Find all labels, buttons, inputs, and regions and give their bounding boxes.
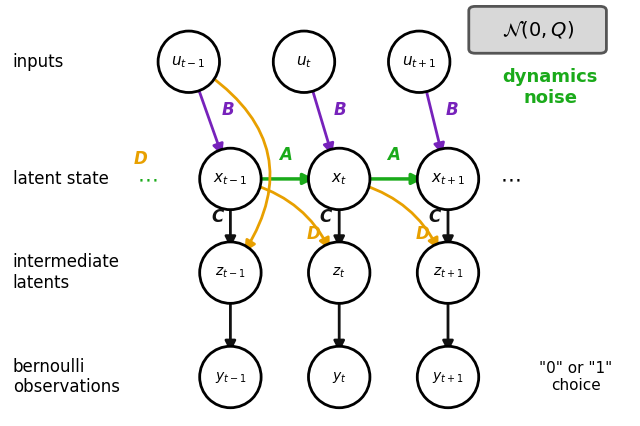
Ellipse shape	[200, 148, 261, 210]
Ellipse shape	[308, 346, 370, 408]
Text: $z_t$: $z_t$	[332, 265, 346, 280]
Text: $z_{t-1}$: $z_{t-1}$	[215, 265, 246, 280]
Text: dynamics
noise: dynamics noise	[502, 68, 598, 107]
FancyArrowPatch shape	[444, 204, 452, 245]
FancyArrowPatch shape	[335, 204, 344, 245]
Text: latent state: latent state	[13, 170, 109, 188]
FancyArrowPatch shape	[335, 298, 344, 349]
Text: $u_t$: $u_t$	[296, 54, 312, 69]
Ellipse shape	[417, 242, 479, 303]
Text: bernoulli
observations: bernoulli observations	[13, 357, 120, 397]
Ellipse shape	[417, 148, 479, 210]
Text: $x_{t-1}$: $x_{t-1}$	[213, 171, 248, 187]
FancyArrowPatch shape	[444, 298, 452, 349]
Text: $\boldsymbol{C}$: $\boldsymbol{C}$	[319, 208, 333, 226]
Text: $\mathcal{N}(0,Q)$: $\mathcal{N}(0,Q)$	[502, 19, 573, 40]
Text: $\boldsymbol{B}$: $\boldsymbol{B}$	[333, 101, 346, 119]
FancyArrowPatch shape	[255, 175, 310, 183]
FancyArrowPatch shape	[311, 86, 333, 152]
Text: $z_{t+1}$: $z_{t+1}$	[433, 265, 463, 280]
Ellipse shape	[200, 242, 261, 303]
Text: $\boldsymbol{C}$: $\boldsymbol{C}$	[428, 208, 442, 226]
Text: $y_t$: $y_t$	[332, 369, 346, 385]
Ellipse shape	[417, 346, 479, 408]
FancyArrowPatch shape	[255, 185, 328, 247]
Text: inputs: inputs	[13, 53, 64, 71]
Text: $\boldsymbol{D}$: $\boldsymbol{D}$	[306, 225, 321, 243]
FancyArrowPatch shape	[425, 86, 444, 152]
FancyBboxPatch shape	[468, 6, 607, 53]
Ellipse shape	[158, 31, 220, 92]
Text: $\cdots$: $\cdots$	[137, 169, 157, 189]
Text: $\boldsymbol{D}$: $\boldsymbol{D}$	[133, 150, 148, 168]
FancyArrowPatch shape	[364, 175, 419, 183]
FancyArrowPatch shape	[226, 298, 235, 349]
Text: $\boldsymbol{B}$: $\boldsymbol{B}$	[221, 101, 234, 119]
Text: $\boldsymbol{A}$: $\boldsymbol{A}$	[387, 147, 401, 164]
Text: $x_{t+1}$: $x_{t+1}$	[431, 171, 465, 187]
Text: $\boldsymbol{A}$: $\boldsymbol{A}$	[278, 147, 292, 164]
Text: $u_{t-1}$: $u_{t-1}$	[172, 54, 206, 69]
Text: $\cdots$: $\cdots$	[500, 169, 520, 189]
Text: $\boldsymbol{C}$: $\boldsymbol{C}$	[211, 208, 225, 226]
Text: intermediate
latents: intermediate latents	[13, 253, 120, 292]
Ellipse shape	[200, 346, 261, 408]
Ellipse shape	[388, 31, 450, 92]
Text: $y_{t+1}$: $y_{t+1}$	[432, 369, 464, 385]
FancyArrowPatch shape	[364, 185, 437, 247]
Text: $\boldsymbol{D}$: $\boldsymbol{D}$	[415, 225, 430, 243]
FancyArrowPatch shape	[197, 85, 222, 153]
Text: $y_{t-1}$: $y_{t-1}$	[214, 369, 246, 385]
Ellipse shape	[308, 242, 370, 303]
Ellipse shape	[273, 31, 335, 92]
Ellipse shape	[308, 148, 370, 210]
FancyArrowPatch shape	[226, 204, 235, 245]
Text: $x_t$: $x_t$	[332, 171, 347, 187]
Text: $u_{t+1}$: $u_{t+1}$	[402, 54, 436, 69]
Text: $\boldsymbol{B}$: $\boldsymbol{B}$	[445, 101, 458, 119]
Text: "0" or "1"
choice: "0" or "1" choice	[540, 361, 612, 393]
FancyArrowPatch shape	[210, 75, 270, 249]
